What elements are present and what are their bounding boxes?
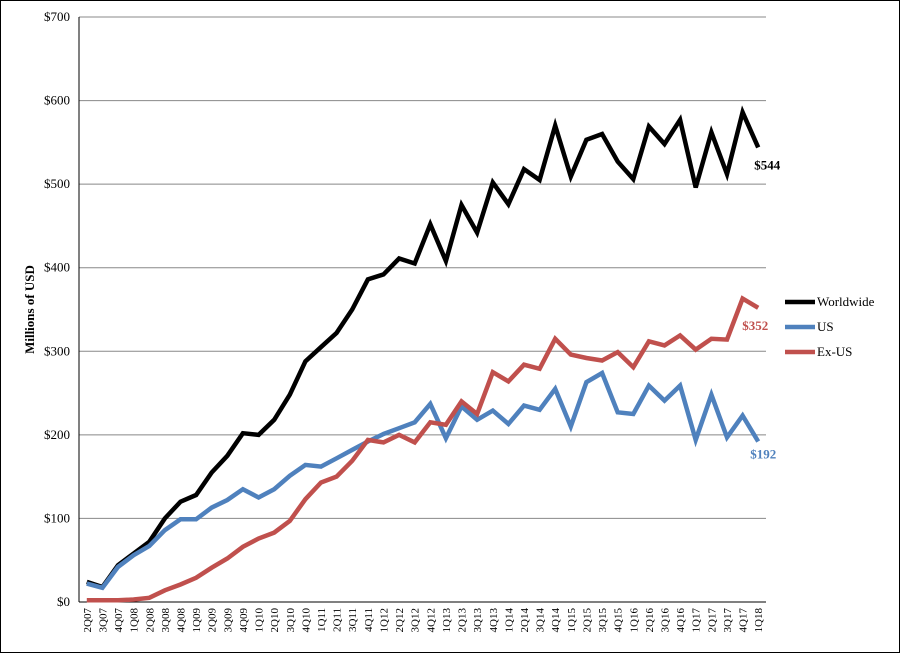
x-tick-label: 2Q07 <box>82 608 94 633</box>
x-tick-label: 2Q15 <box>581 608 593 633</box>
x-tick-label: 1Q10 <box>254 608 266 633</box>
y-tick-label: $700 <box>44 9 70 24</box>
series-line-worldwide <box>86 105 761 590</box>
x-tick-label: 4Q11 <box>363 608 375 632</box>
x-tick-label: 2Q17 <box>706 608 718 633</box>
x-tick-label: 4Q12 <box>425 608 437 632</box>
x-tick-label: 4Q07 <box>113 608 125 633</box>
x-tick-label: 2Q13 <box>457 608 469 633</box>
series-line-us <box>86 369 761 591</box>
x-tick-label: 1Q14 <box>503 608 515 633</box>
x-tick-label: 3Q17 <box>722 608 734 633</box>
y-tick-label: $300 <box>44 343 70 358</box>
x-tick-label: 4Q08 <box>175 608 187 633</box>
x-tick-label: 2Q11 <box>332 608 344 632</box>
y-tick-label: $100 <box>44 510 70 525</box>
x-tick-label: 1Q11 <box>316 608 328 632</box>
x-tick-label: 1Q13 <box>441 608 453 633</box>
legend-label-worldwide: Worldwide <box>817 294 875 309</box>
legend-label-ex-us: Ex-US <box>817 344 852 359</box>
end-label-worldwide: $544 <box>754 157 781 172</box>
x-tick-label: 4Q13 <box>488 608 500 633</box>
x-tick-label: 4Q10 <box>300 608 312 633</box>
x-tick-label: 4Q17 <box>738 608 750 633</box>
x-tick-label: 2Q09 <box>207 608 219 633</box>
x-tick-label: 1Q15 <box>566 608 578 633</box>
x-tick-label: 1Q16 <box>628 608 640 633</box>
y-tick-label: $500 <box>44 176 70 191</box>
x-tick-label: 4Q16 <box>675 608 687 633</box>
x-tick-label: 4Q15 <box>613 608 625 633</box>
x-tick-label: 2Q14 <box>519 608 531 633</box>
series-line-ex-us <box>86 295 760 603</box>
x-tick-label: 1Q09 <box>191 608 203 633</box>
x-tick-label: 3Q13 <box>472 608 484 633</box>
x-tick-label: 3Q11 <box>347 608 359 632</box>
y-tick-label: $600 <box>44 93 70 108</box>
x-tick-label: 1Q12 <box>378 608 390 632</box>
x-tick-label: 2Q16 <box>644 608 656 633</box>
end-label-ex-us: $352 <box>742 318 768 333</box>
x-tick-label: 4Q09 <box>238 608 250 633</box>
x-tick-label: 2Q12 <box>394 608 406 632</box>
x-tick-label: 2Q08 <box>144 608 156 633</box>
y-axis-title: Millions of USD <box>22 265 37 354</box>
x-tick-label: 3Q12 <box>410 608 422 632</box>
x-tick-label: 3Q08 <box>160 608 172 633</box>
x-tick-label: 1Q18 <box>753 608 765 633</box>
x-tick-label: 3Q07 <box>97 608 109 633</box>
x-tick-label: 4Q14 <box>550 608 562 633</box>
x-tick-label: 3Q10 <box>285 608 297 633</box>
end-label-us: $192 <box>750 447 776 462</box>
x-tick-label: 2Q10 <box>269 608 281 633</box>
y-tick-label: $200 <box>44 427 70 442</box>
y-tick-label: $400 <box>44 260 70 275</box>
legend-label-us: US <box>817 319 834 334</box>
x-tick-label: 3Q09 <box>222 608 234 633</box>
x-tick-label: 3Q14 <box>535 608 547 633</box>
x-tick-label: 3Q16 <box>660 608 672 633</box>
x-tick-label: 1Q08 <box>129 608 141 633</box>
x-tick-label: 1Q17 <box>691 608 703 633</box>
y-tick-label: $0 <box>57 594 70 609</box>
x-tick-label: 3Q15 <box>597 608 609 633</box>
